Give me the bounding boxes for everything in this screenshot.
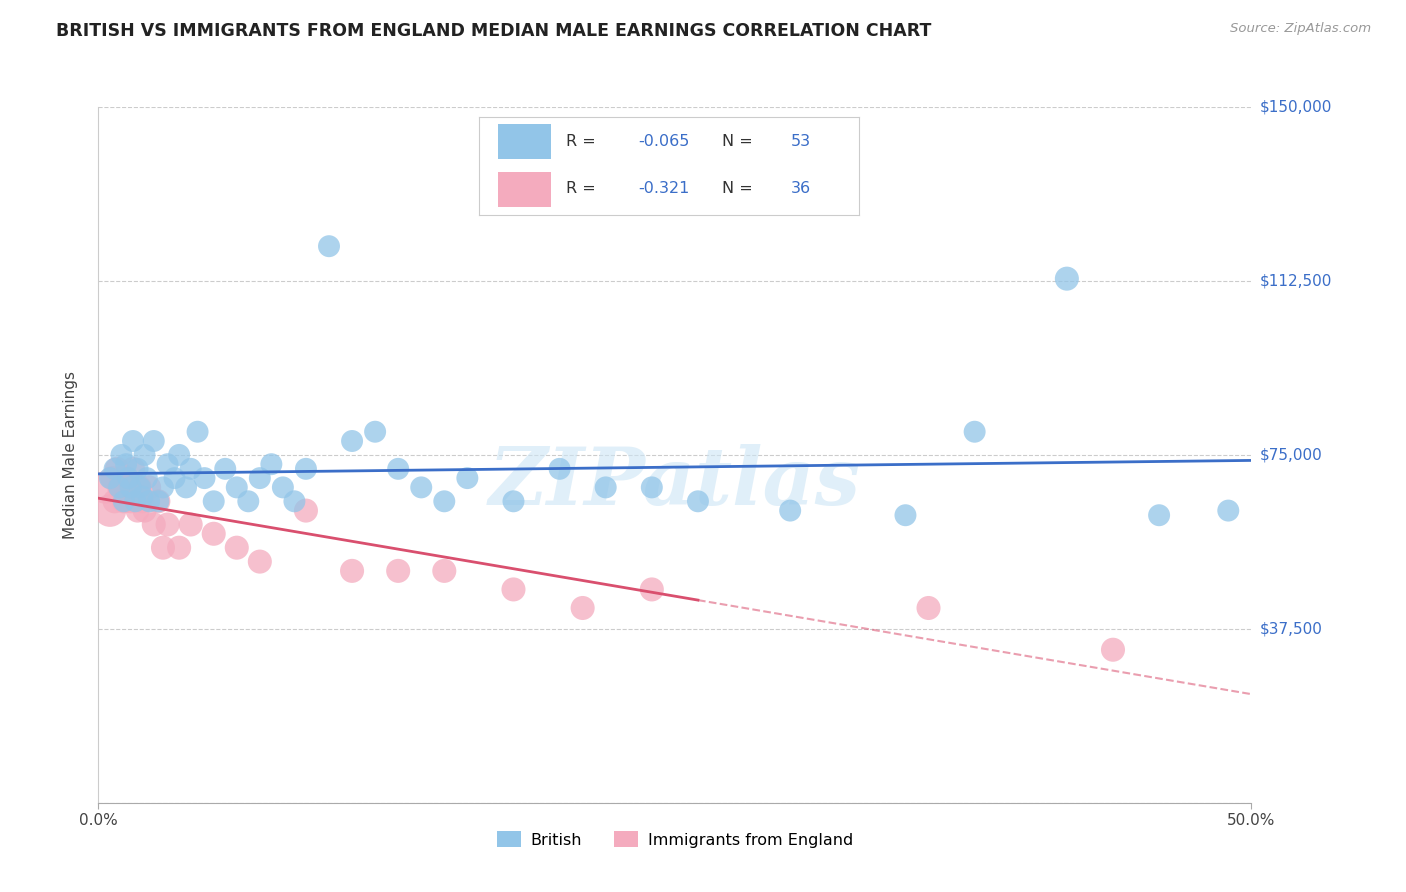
- Point: [283, 494, 305, 508]
- Point: [1056, 271, 1078, 285]
- Point: [225, 480, 247, 494]
- Point: [387, 462, 409, 476]
- Point: [187, 425, 209, 439]
- Point: [295, 503, 318, 517]
- Point: [180, 517, 202, 532]
- Point: [411, 480, 433, 494]
- Point: [433, 564, 456, 578]
- Point: [105, 462, 128, 476]
- Point: [129, 480, 152, 494]
- Point: [127, 503, 149, 517]
- Point: [156, 517, 179, 532]
- Point: [115, 457, 138, 471]
- Point: [1218, 503, 1240, 517]
- Point: [108, 480, 131, 494]
- Point: [110, 471, 132, 485]
- Point: [98, 503, 121, 517]
- Point: [295, 462, 318, 476]
- Point: [894, 508, 917, 523]
- Point: [249, 471, 271, 485]
- Point: [260, 457, 283, 471]
- Point: [124, 480, 146, 494]
- Point: [138, 480, 160, 494]
- Point: [120, 494, 142, 508]
- Point: [340, 564, 363, 578]
- Point: [103, 462, 125, 476]
- Point: [163, 471, 186, 485]
- Point: [167, 448, 190, 462]
- Point: [238, 494, 260, 508]
- Point: [387, 564, 409, 578]
- Point: [917, 601, 939, 615]
- Point: [595, 480, 617, 494]
- Legend: British, Immigrants from England: British, Immigrants from England: [491, 824, 859, 854]
- Point: [112, 494, 135, 508]
- Point: [1147, 508, 1170, 523]
- Text: BRITISH VS IMMIGRANTS FROM ENGLAND MEDIAN MALE EARNINGS CORRELATION CHART: BRITISH VS IMMIGRANTS FROM ENGLAND MEDIA…: [56, 22, 932, 40]
- Point: [120, 480, 142, 494]
- Point: [193, 471, 215, 485]
- Text: $75,000: $75,000: [1260, 448, 1323, 462]
- Point: [122, 434, 145, 448]
- Point: [641, 582, 664, 597]
- Point: [124, 494, 146, 508]
- Point: [135, 471, 157, 485]
- Point: [138, 494, 160, 508]
- Point: [122, 462, 145, 476]
- Point: [98, 471, 121, 485]
- Point: [131, 494, 153, 508]
- Point: [571, 601, 593, 615]
- Point: [433, 494, 456, 508]
- Point: [340, 434, 363, 448]
- Point: [129, 480, 152, 494]
- Point: [456, 471, 478, 485]
- Point: [152, 480, 174, 494]
- Point: [641, 480, 664, 494]
- Point: [142, 517, 165, 532]
- Point: [103, 494, 125, 508]
- Text: ZIPatlas: ZIPatlas: [489, 444, 860, 522]
- Point: [202, 526, 225, 541]
- Point: [110, 448, 132, 462]
- Point: [686, 494, 709, 508]
- Point: [318, 239, 340, 253]
- Point: [117, 480, 139, 494]
- Text: Source: ZipAtlas.com: Source: ZipAtlas.com: [1230, 22, 1371, 36]
- Point: [148, 494, 170, 508]
- Point: [131, 490, 153, 504]
- Point: [502, 494, 524, 508]
- Point: [249, 555, 271, 569]
- Point: [167, 541, 190, 555]
- Point: [108, 480, 131, 494]
- Point: [963, 425, 986, 439]
- Point: [117, 471, 139, 485]
- Point: [127, 462, 149, 476]
- Point: [180, 462, 202, 476]
- Point: [148, 494, 170, 508]
- Point: [101, 471, 124, 485]
- Point: [112, 494, 135, 508]
- Point: [142, 434, 165, 448]
- Point: [502, 582, 524, 597]
- Point: [271, 480, 294, 494]
- Point: [779, 503, 801, 517]
- Point: [134, 503, 156, 517]
- Point: [115, 471, 138, 485]
- Point: [156, 457, 179, 471]
- Point: [134, 448, 156, 462]
- Point: [214, 462, 236, 476]
- Point: [174, 480, 197, 494]
- Point: [225, 541, 247, 555]
- Text: $112,500: $112,500: [1260, 274, 1331, 288]
- Point: [152, 541, 174, 555]
- Text: $37,500: $37,500: [1260, 622, 1323, 636]
- Point: [202, 494, 225, 508]
- Point: [94, 480, 117, 494]
- Point: [364, 425, 387, 439]
- Text: $150,000: $150,000: [1260, 100, 1331, 114]
- Point: [1102, 642, 1125, 657]
- Point: [548, 462, 571, 476]
- Y-axis label: Median Male Earnings: Median Male Earnings: [63, 371, 77, 539]
